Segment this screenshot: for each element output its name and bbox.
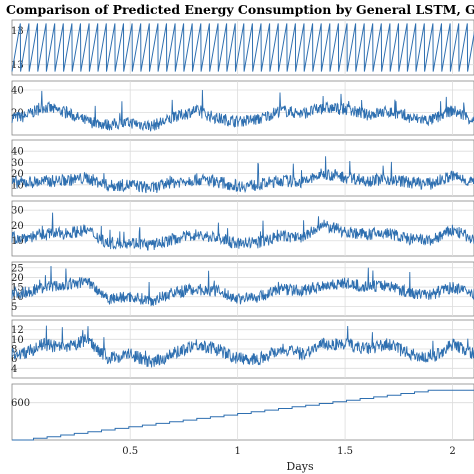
y-tick-label: 15	[11, 283, 24, 294]
y-tick-label: 30	[11, 158, 24, 169]
y-tick-label: 20	[11, 169, 24, 180]
x-tick-label: 0.5	[122, 446, 138, 457]
y-tick-label: 13	[11, 60, 24, 71]
y-tick-label: 13	[11, 26, 24, 37]
x-tick-label: 1	[234, 446, 240, 457]
panel-frame	[11, 139, 474, 197]
series-line	[12, 389, 474, 441]
panel-frame	[11, 383, 474, 441]
series-line	[11, 156, 474, 194]
y-tick-label: 20	[11, 221, 24, 232]
series-line	[11, 23, 474, 72]
series-line	[11, 265, 474, 307]
chart-title: Comparison of Predicted Energy Consumpti…	[6, 2, 474, 17]
chart-panels: 1313204010203040102030510152025468101260…	[11, 19, 474, 441]
y-tick-label: 20	[11, 273, 24, 284]
x-tick-label: 1.5	[337, 446, 353, 457]
series-line	[11, 89, 474, 132]
y-tick-label: 12	[11, 325, 24, 336]
x-tick-label: 2	[449, 446, 455, 457]
y-tick-label: 40	[11, 147, 24, 158]
y-tick-label: 5	[11, 302, 17, 313]
y-tick-label: 6	[11, 354, 17, 365]
panel-frame	[11, 261, 474, 317]
y-tick-label: 25	[11, 263, 24, 274]
x-axis: 0.5 1 1.5 2	[122, 446, 455, 457]
panel-frame	[11, 80, 474, 136]
chart-panel-7: 600	[11, 383, 474, 441]
series-line	[11, 325, 474, 368]
y-tick-label: 10	[11, 335, 24, 346]
y-tick-label: 30	[11, 206, 24, 217]
y-tick-label: 40	[11, 86, 24, 97]
y-tick-label: 4	[11, 364, 17, 375]
x-axis-label: Days	[286, 460, 314, 473]
y-tick-label: 600	[11, 398, 30, 409]
y-tick-label: 8	[11, 345, 17, 356]
chart-panel-1: 13 13	[11, 19, 474, 76]
series-line	[11, 212, 474, 251]
